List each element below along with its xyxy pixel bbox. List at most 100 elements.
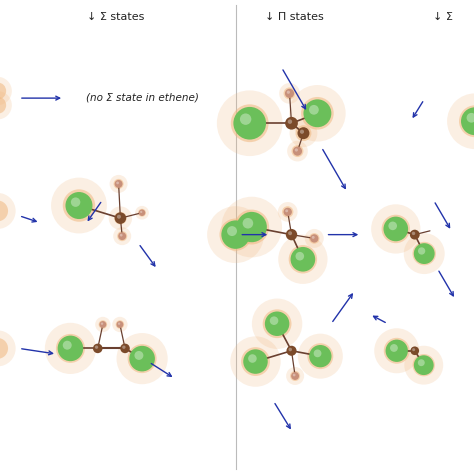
- Circle shape: [118, 232, 126, 240]
- Circle shape: [117, 231, 127, 241]
- Circle shape: [0, 330, 16, 366]
- Circle shape: [109, 207, 132, 230]
- Circle shape: [221, 220, 250, 249]
- Circle shape: [404, 233, 445, 274]
- Circle shape: [0, 97, 6, 114]
- Circle shape: [404, 346, 443, 384]
- Circle shape: [122, 346, 126, 349]
- Circle shape: [279, 83, 300, 104]
- Circle shape: [63, 341, 72, 350]
- Circle shape: [301, 97, 334, 129]
- Circle shape: [309, 105, 319, 115]
- Circle shape: [466, 113, 474, 123]
- Text: (no Σ state in ethene): (no Σ state in ethene): [86, 92, 199, 102]
- Circle shape: [289, 245, 317, 273]
- Circle shape: [410, 230, 419, 239]
- Circle shape: [101, 322, 103, 325]
- Circle shape: [289, 348, 292, 351]
- Circle shape: [248, 354, 257, 363]
- Circle shape: [45, 323, 96, 374]
- Circle shape: [0, 91, 12, 119]
- Circle shape: [95, 346, 98, 349]
- Circle shape: [388, 221, 397, 230]
- Circle shape: [109, 175, 128, 193]
- Circle shape: [0, 77, 12, 105]
- Circle shape: [295, 125, 311, 141]
- Circle shape: [414, 356, 434, 375]
- Circle shape: [0, 201, 8, 221]
- Circle shape: [418, 359, 425, 366]
- Circle shape: [418, 247, 425, 255]
- Circle shape: [95, 317, 110, 332]
- Circle shape: [383, 217, 408, 241]
- Circle shape: [115, 212, 126, 224]
- Circle shape: [116, 320, 124, 329]
- Circle shape: [285, 89, 294, 98]
- Circle shape: [270, 316, 278, 325]
- Circle shape: [265, 311, 289, 336]
- Circle shape: [117, 321, 123, 328]
- Text: ↓ Σ: ↓ Σ: [433, 12, 453, 22]
- Circle shape: [288, 231, 292, 235]
- Circle shape: [293, 146, 302, 155]
- Circle shape: [414, 243, 435, 264]
- Circle shape: [0, 82, 6, 100]
- Circle shape: [114, 212, 127, 225]
- Circle shape: [412, 348, 415, 351]
- Circle shape: [459, 105, 474, 137]
- Circle shape: [71, 197, 80, 207]
- Circle shape: [298, 127, 310, 139]
- Circle shape: [93, 344, 102, 353]
- Circle shape: [263, 310, 292, 338]
- Circle shape: [233, 107, 266, 139]
- Circle shape: [230, 337, 281, 387]
- Circle shape: [283, 208, 292, 216]
- Circle shape: [286, 229, 297, 240]
- Circle shape: [219, 219, 252, 251]
- Circle shape: [285, 117, 298, 129]
- Circle shape: [298, 334, 343, 379]
- Circle shape: [290, 371, 300, 381]
- Circle shape: [291, 372, 299, 380]
- Circle shape: [293, 374, 295, 376]
- Circle shape: [112, 317, 128, 332]
- Circle shape: [221, 197, 282, 257]
- Circle shape: [100, 321, 106, 328]
- Circle shape: [303, 100, 331, 127]
- Circle shape: [128, 344, 156, 373]
- Circle shape: [58, 336, 83, 361]
- Circle shape: [207, 206, 264, 263]
- Circle shape: [120, 344, 130, 353]
- Circle shape: [243, 218, 253, 228]
- Circle shape: [410, 346, 419, 355]
- Circle shape: [287, 141, 308, 162]
- Circle shape: [286, 367, 304, 385]
- Circle shape: [291, 247, 315, 272]
- Circle shape: [117, 333, 168, 384]
- Circle shape: [300, 129, 304, 134]
- Circle shape: [227, 226, 237, 236]
- Circle shape: [99, 320, 107, 329]
- Circle shape: [114, 179, 124, 189]
- Circle shape: [390, 344, 398, 352]
- Circle shape: [290, 119, 318, 147]
- Circle shape: [461, 107, 474, 135]
- Text: ↓ Σ states: ↓ Σ states: [87, 12, 145, 22]
- Circle shape: [51, 178, 107, 233]
- Circle shape: [135, 351, 143, 360]
- Circle shape: [374, 328, 419, 374]
- Circle shape: [384, 338, 410, 364]
- Circle shape: [120, 234, 123, 237]
- Circle shape: [231, 104, 269, 142]
- Circle shape: [140, 211, 142, 213]
- Circle shape: [447, 93, 474, 149]
- Circle shape: [56, 334, 85, 363]
- Circle shape: [129, 346, 155, 372]
- Circle shape: [282, 206, 293, 218]
- Circle shape: [307, 343, 333, 369]
- Circle shape: [305, 229, 324, 248]
- Circle shape: [286, 346, 297, 356]
- Circle shape: [371, 204, 420, 254]
- Circle shape: [237, 212, 267, 242]
- Circle shape: [309, 233, 319, 244]
